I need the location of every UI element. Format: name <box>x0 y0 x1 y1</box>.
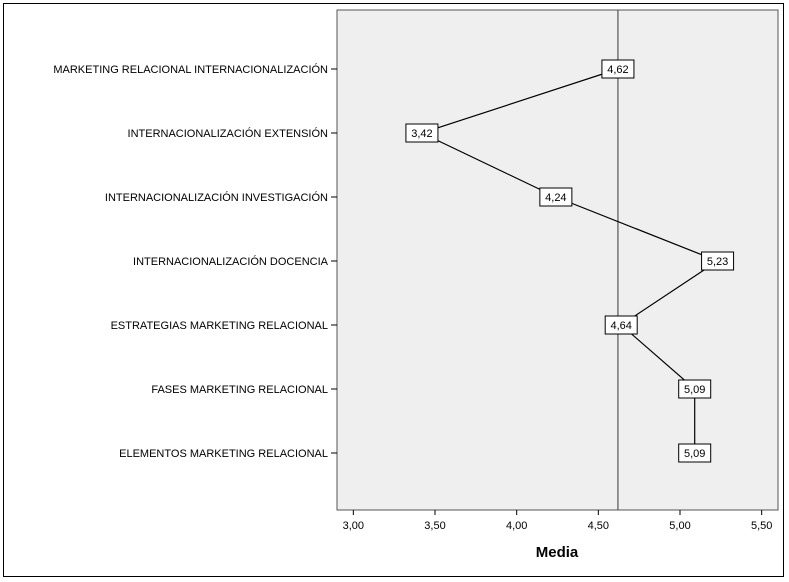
data-label: 5,23 <box>707 256 728 268</box>
category-label: FASES MARKETING RELACIONAL <box>151 384 328 396</box>
data-point: 5,23 <box>701 251 735 271</box>
data-point: 3,42 <box>405 123 439 143</box>
data-label-box <box>601 59 635 79</box>
category-label: INTERNACIONALIZACIÓN EXTENSIÓN <box>128 127 329 140</box>
data-point: 5,09 <box>678 379 712 399</box>
x-axis-title: Media <box>536 544 579 561</box>
y-axis: MARKETING RELACIONAL INTERNACIONALIZACIÓ… <box>53 63 337 460</box>
x-tick-label: 4,00 <box>506 520 527 532</box>
data-label: 4,24 <box>545 192 566 204</box>
data-labels: 4,62 3,42 4,24 5,23 4,64 5,09 5,09 <box>405 59 735 463</box>
data-point: 4,64 <box>604 315 638 335</box>
data-point: 4,62 <box>601 59 635 79</box>
category-label: ELEMENTOS MARKETING RELACIONAL <box>119 448 328 460</box>
category-label: INTERNACIONALIZACIÓN DOCENCIA <box>133 255 329 268</box>
x-tick-label: 5,00 <box>669 520 690 532</box>
x-axis: 3,00 3,50 4,00 4,50 5,00 5,50 <box>343 510 772 532</box>
data-label: 5,09 <box>684 384 705 396</box>
data-label: 4,64 <box>610 320 631 332</box>
data-label-box <box>405 123 439 143</box>
category-label: INTERNACIONALIZACIÓN INVESTIGACIÓN <box>105 191 328 204</box>
x-tick-label: 3,50 <box>424 520 445 532</box>
data-label: 4,62 <box>607 64 628 76</box>
data-label-box <box>604 315 638 335</box>
data-label-box <box>678 379 712 399</box>
category-label: MARKETING RELACIONAL INTERNACIONALIZACIÓ… <box>53 63 328 76</box>
data-label-box <box>678 443 712 463</box>
data-label: 5,09 <box>684 448 705 460</box>
data-label: 3,42 <box>411 128 432 140</box>
data-point: 5,09 <box>678 443 712 463</box>
x-tick-label: 3,00 <box>343 520 364 532</box>
category-label: ESTRATEGIAS MARKETING RELACIONAL <box>111 320 328 332</box>
data-label-box <box>539 187 573 207</box>
data-point: 4,24 <box>539 187 573 207</box>
data-label-box <box>701 251 735 271</box>
x-tick-label: 4,50 <box>588 520 609 532</box>
x-tick-label: 5,50 <box>751 520 772 532</box>
